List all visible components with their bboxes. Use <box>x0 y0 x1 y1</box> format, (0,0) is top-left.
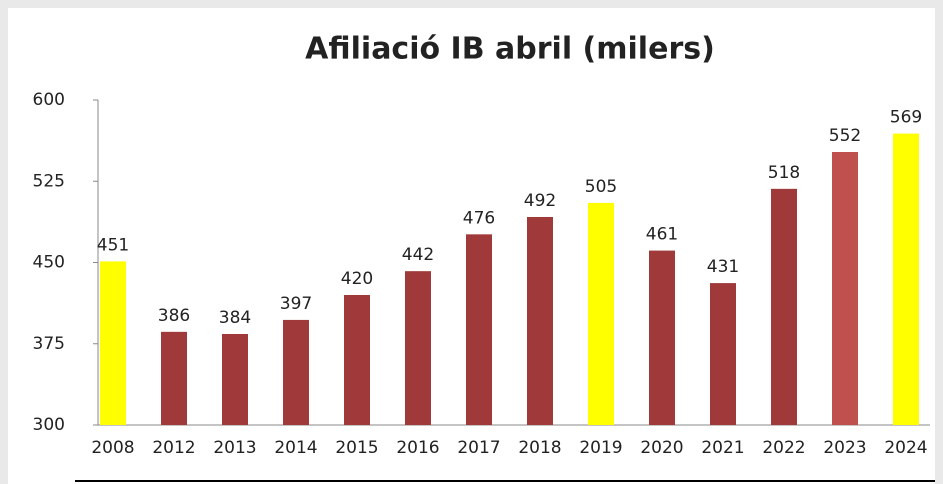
value-label: 505 <box>585 177 617 197</box>
x-tick-label: 2022 <box>762 438 805 458</box>
value-label: 461 <box>646 225 678 245</box>
value-label: 397 <box>280 294 312 314</box>
x-tick-label: 2018 <box>518 438 561 458</box>
bar <box>649 250 675 425</box>
value-label: 442 <box>402 245 434 265</box>
value-label: 518 <box>768 163 800 183</box>
value-label: 552 <box>829 126 861 146</box>
y-tick-label: 525 <box>33 171 65 191</box>
x-tick-label: 2024 <box>884 438 927 458</box>
bar <box>710 283 736 425</box>
bar <box>893 133 919 426</box>
bar <box>405 271 431 425</box>
bar <box>100 261 126 425</box>
bar <box>344 295 370 425</box>
value-label: 386 <box>158 306 190 326</box>
bar <box>161 331 187 425</box>
x-tick-label: 2014 <box>274 438 317 458</box>
value-label: 476 <box>463 208 495 228</box>
value-label: 384 <box>219 308 251 328</box>
x-tick-label: 2023 <box>823 438 866 458</box>
chart-title: Afiliació IB abril (milers) <box>305 32 715 67</box>
value-label: 451 <box>97 235 129 255</box>
y-tick-label: 600 <box>33 90 65 110</box>
y-tick-label: 375 <box>33 334 65 354</box>
value-label: 431 <box>707 257 739 277</box>
x-tick-label: 2020 <box>640 438 683 458</box>
x-tick-label: 2012 <box>152 438 195 458</box>
x-tick-label: 2019 <box>579 438 622 458</box>
bar <box>588 202 614 425</box>
x-tick-label: 2013 <box>213 438 256 458</box>
x-tick-label: 2008 <box>91 438 134 458</box>
value-label: 492 <box>524 191 556 211</box>
x-tick-label: 2017 <box>457 438 500 458</box>
bar <box>222 334 248 425</box>
bar <box>283 319 309 425</box>
y-tick-label: 450 <box>33 253 65 273</box>
bar <box>771 188 797 425</box>
y-tick-label: 300 <box>33 415 65 435</box>
bar <box>832 152 858 425</box>
value-label: 569 <box>890 108 922 128</box>
x-tick-label: 2021 <box>701 438 744 458</box>
x-tick-label: 2015 <box>335 438 378 458</box>
bar <box>466 234 492 425</box>
bar <box>527 217 553 425</box>
value-label: 420 <box>341 269 373 289</box>
x-tick-label: 2016 <box>396 438 439 458</box>
